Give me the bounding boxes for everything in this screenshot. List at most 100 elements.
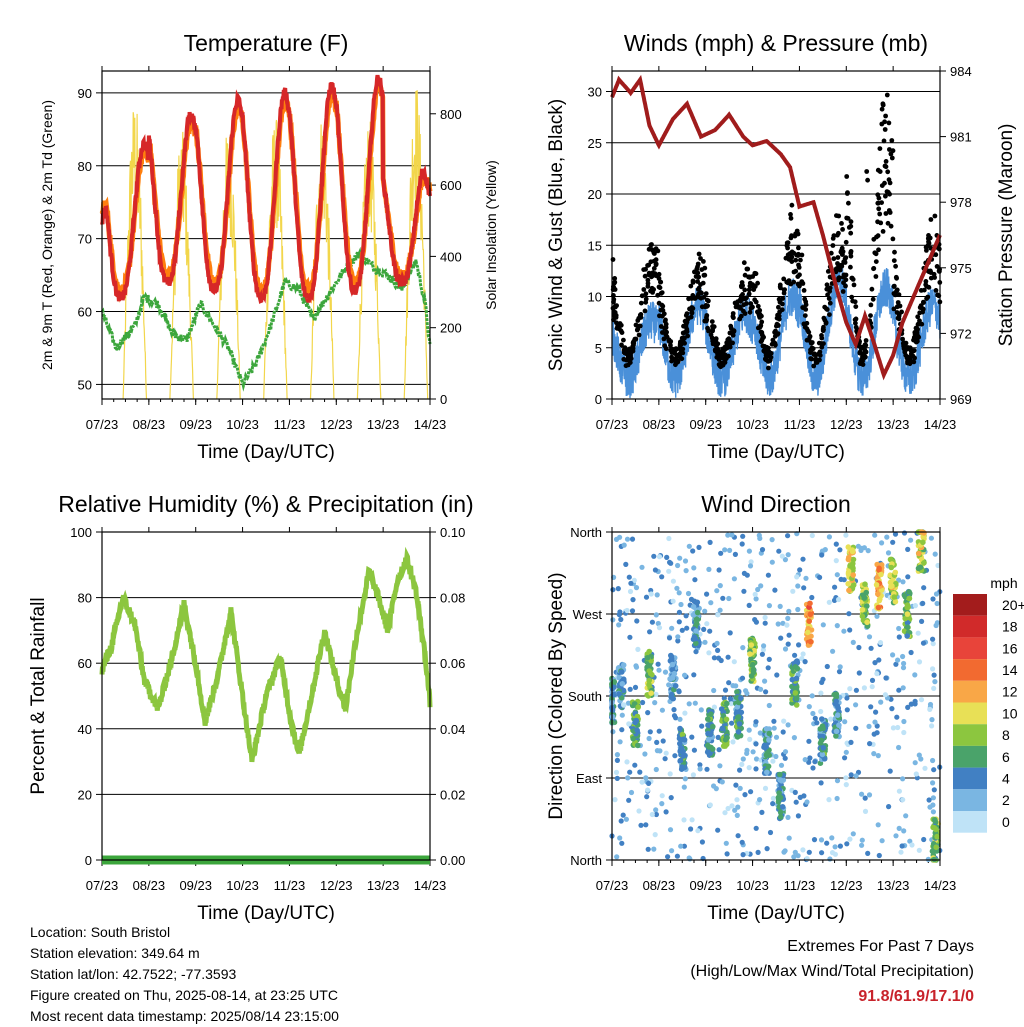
plot-border [611, 531, 941, 861]
y-tick-label: 20 [78, 787, 92, 802]
y-right-tick-label: 978 [950, 195, 972, 210]
x-tick-label: 09/23 [689, 878, 722, 893]
y-tick-label: 0 [85, 853, 92, 868]
plot-border [101, 531, 431, 861]
x-tick-label: 13/23 [877, 878, 910, 893]
colorbar-label: 12 [1002, 684, 1018, 700]
colorbar-label: 20+ [1002, 597, 1024, 613]
x-axis-label: Time (Day/UTC) [707, 442, 845, 463]
y-axis-label: Sonic Wind & Gust (Blue, Black) [546, 99, 567, 371]
x-tick-label: 12/23 [320, 878, 353, 893]
x-tick-label: 09/23 [689, 417, 722, 432]
x-tick-label: 14/23 [414, 878, 447, 893]
y-right-tick-label: 981 [950, 130, 972, 145]
latlon-text: Station lat/lon: 42.7522; -77.3593 [30, 966, 237, 982]
y-tick-label: West [573, 607, 603, 622]
y-right-tick-label: 0.06 [440, 656, 465, 671]
extremes-title: Extremes For Past 7 Days [787, 938, 974, 955]
x-tick-label: 10/23 [226, 417, 259, 432]
y-right-tick-label: 984 [950, 64, 972, 79]
y-axis-label: 2m & 9m T (Red, Orange) & 2m Td (Green) [39, 100, 55, 370]
wind-speed-line [611, 262, 941, 399]
y-right-axis-label: Station Pressure (Maroon) [996, 124, 1017, 347]
y-tick-label: 10 [588, 290, 602, 305]
y-tick-label: South [568, 689, 602, 704]
y-right-tick-label: 200 [440, 321, 462, 336]
y-axis-label: Percent & Total Rainfall [28, 597, 49, 794]
x-tick-label: 11/23 [784, 878, 816, 893]
y-tick-label: 100 [70, 525, 92, 540]
x-tick-label: 07/23 [86, 878, 119, 893]
panel-1: Temperature (F) Time (Day/UTC) 2m & 9m T (… [39, 30, 499, 463]
y-right-tick-label: 600 [440, 178, 462, 193]
x-tick-label: 12/23 [320, 417, 353, 432]
y-tick-label: 90 [78, 86, 92, 101]
y-right-tick-label: 0.02 [440, 787, 465, 802]
x-tick-label: 13/23 [367, 417, 400, 432]
y-tick-label: East [576, 771, 602, 786]
y-tick-label: 60 [78, 305, 92, 320]
colorbar-legend: mph 20+ 18 16 14 12 10 8 6 4 2 0 [953, 575, 1024, 833]
y-tick-label: 30 [588, 85, 602, 100]
temp-2m-line [100, 74, 432, 304]
y-right-axis-label: Solar Insolation (Yellow) [483, 160, 499, 310]
x-tick-label: 07/23 [596, 417, 629, 432]
y-tick-label: 60 [78, 656, 92, 671]
colorbar-label: 10 [1002, 705, 1018, 721]
x-tick-label: 14/23 [924, 878, 957, 893]
colorbar-swatch [953, 594, 987, 616]
x-tick-label: 10/23 [736, 417, 769, 432]
y-tick-label: 5 [595, 341, 602, 356]
x-tick-label: 12/23 [830, 878, 863, 893]
colorbar-swatch [953, 767, 987, 790]
y-tick-label: 15 [588, 238, 602, 253]
y-tick-label: North [570, 853, 602, 868]
chart-title: Temperature (F) [184, 30, 349, 56]
colorbar-label: 18 [1002, 619, 1018, 635]
colorbar-swatch [953, 659, 987, 681]
colorbar-swatch [953, 789, 987, 811]
x-tick-label: 07/23 [596, 878, 629, 893]
direction-points [609, 529, 943, 863]
plot-border [611, 70, 941, 400]
x-tick-label: 10/23 [226, 878, 259, 893]
y-right-tick-label: 972 [950, 326, 972, 341]
panel-3: Relative Humidity (%) & Precipitation (i… [28, 491, 474, 924]
y-tick-label: 20 [588, 187, 602, 202]
colorbar-swatch [953, 615, 987, 638]
colorbar-swatch [953, 702, 987, 725]
colorbar-swatch [953, 811, 987, 833]
colorbar-swatch [953, 680, 987, 703]
timestamp-text: Most recent data timestamp: 2025/08/14 2… [30, 1008, 339, 1024]
colorbar-swatch [953, 745, 987, 768]
x-tick-label: 14/23 [924, 417, 957, 432]
y-right-tick-label: 800 [440, 107, 462, 122]
x-tick-label: 08/23 [643, 417, 676, 432]
x-tick-label: 08/23 [133, 417, 166, 432]
y-right-tick-label: 969 [950, 392, 972, 407]
x-tick-label: 12/23 [830, 417, 863, 432]
humidity-line [99, 546, 433, 763]
extremes-subtitle: (High/Low/Max Wind/Total Precipitation) [690, 963, 974, 980]
x-tick-label: 09/23 [179, 878, 212, 893]
y-tick-label: 80 [78, 591, 92, 606]
chart-title: Relative Humidity (%) & Precipitation (i… [58, 491, 473, 517]
y-tick-label: 80 [78, 159, 92, 174]
y-tick-label: 0 [595, 392, 602, 407]
colorbar-label: 6 [1002, 749, 1010, 765]
colorbar-label: 2 [1002, 792, 1010, 808]
chart-title: Winds (mph) & Pressure (mb) [624, 30, 928, 56]
x-tick-label: 13/23 [367, 878, 400, 893]
dewpoint-line [100, 246, 432, 392]
y-tick-label: North [570, 525, 602, 540]
x-axis-label: Time (Day/UTC) [707, 903, 845, 924]
panel-2: Winds (mph) & Pressure (mb) Time (Day/UTC… [546, 30, 1017, 463]
extremes-value: 91.8/61.9/17.1/0 [858, 988, 974, 1005]
pressure-line [610, 74, 942, 381]
colorbar-label: 0 [1002, 814, 1010, 830]
y-right-tick-label: 0.08 [440, 591, 465, 606]
y-tick-label: 70 [78, 232, 92, 247]
plot-border [101, 70, 431, 400]
created-text: Figure created on Thu, 2025-08-14, at 23… [30, 987, 338, 1003]
